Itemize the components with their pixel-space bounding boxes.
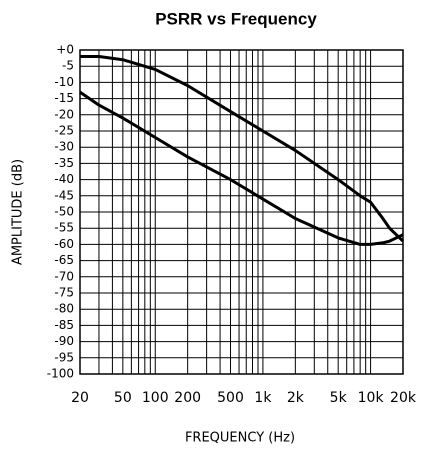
plot-frame bbox=[79, 49, 404, 375]
y-tick-label: -30 bbox=[54, 140, 74, 154]
y-tick-label: -15 bbox=[54, 91, 74, 105]
y-tick-label: -5 bbox=[62, 59, 74, 73]
x-tick-label: 20 bbox=[71, 390, 89, 406]
y-tick-label: -45 bbox=[54, 188, 74, 202]
y-tick-label: -95 bbox=[54, 350, 74, 364]
y-tick-label: -40 bbox=[54, 172, 74, 186]
line-series bbox=[79, 90, 404, 246]
x-tick-label: 5k bbox=[330, 390, 348, 406]
x-tick-label: 50 bbox=[114, 390, 132, 406]
x-tick-label: 100 bbox=[142, 390, 169, 406]
y-tick-label: -80 bbox=[54, 302, 74, 316]
y-tick-label: -100 bbox=[47, 367, 74, 381]
x-tick-label: 500 bbox=[217, 390, 244, 406]
y-tick-label: -90 bbox=[54, 334, 74, 348]
y-tick-label: -25 bbox=[54, 124, 74, 138]
x-tick-label: 20k bbox=[390, 390, 417, 406]
y-tick-label: -60 bbox=[54, 237, 74, 251]
y-tick-label: -70 bbox=[54, 269, 74, 283]
y-tick-label: -55 bbox=[54, 221, 74, 235]
y-tick-label: -75 bbox=[54, 286, 74, 300]
y-tick-label: -50 bbox=[54, 205, 74, 219]
y-tick-label: -35 bbox=[54, 156, 74, 170]
x-tick-label: 1k bbox=[254, 390, 272, 406]
y-tick-label: -85 bbox=[54, 318, 74, 332]
y-tick-label: -20 bbox=[54, 107, 74, 121]
x-tick-label: 200 bbox=[174, 390, 201, 406]
y-tick-label: -65 bbox=[54, 253, 74, 267]
y-tick-label: +0 bbox=[56, 43, 74, 57]
x-axis-label: FREQUENCY (Hz) bbox=[185, 431, 295, 446]
y-axis-label: AMPLITUDE (dB) bbox=[11, 159, 26, 265]
line-series bbox=[80, 54, 405, 243]
y-tick-label: -10 bbox=[54, 75, 74, 89]
x-tick-label: 10k bbox=[358, 390, 385, 406]
x-tick-label: 2k bbox=[287, 390, 305, 406]
chart-title: PSRR vs Frequency bbox=[155, 9, 317, 28]
